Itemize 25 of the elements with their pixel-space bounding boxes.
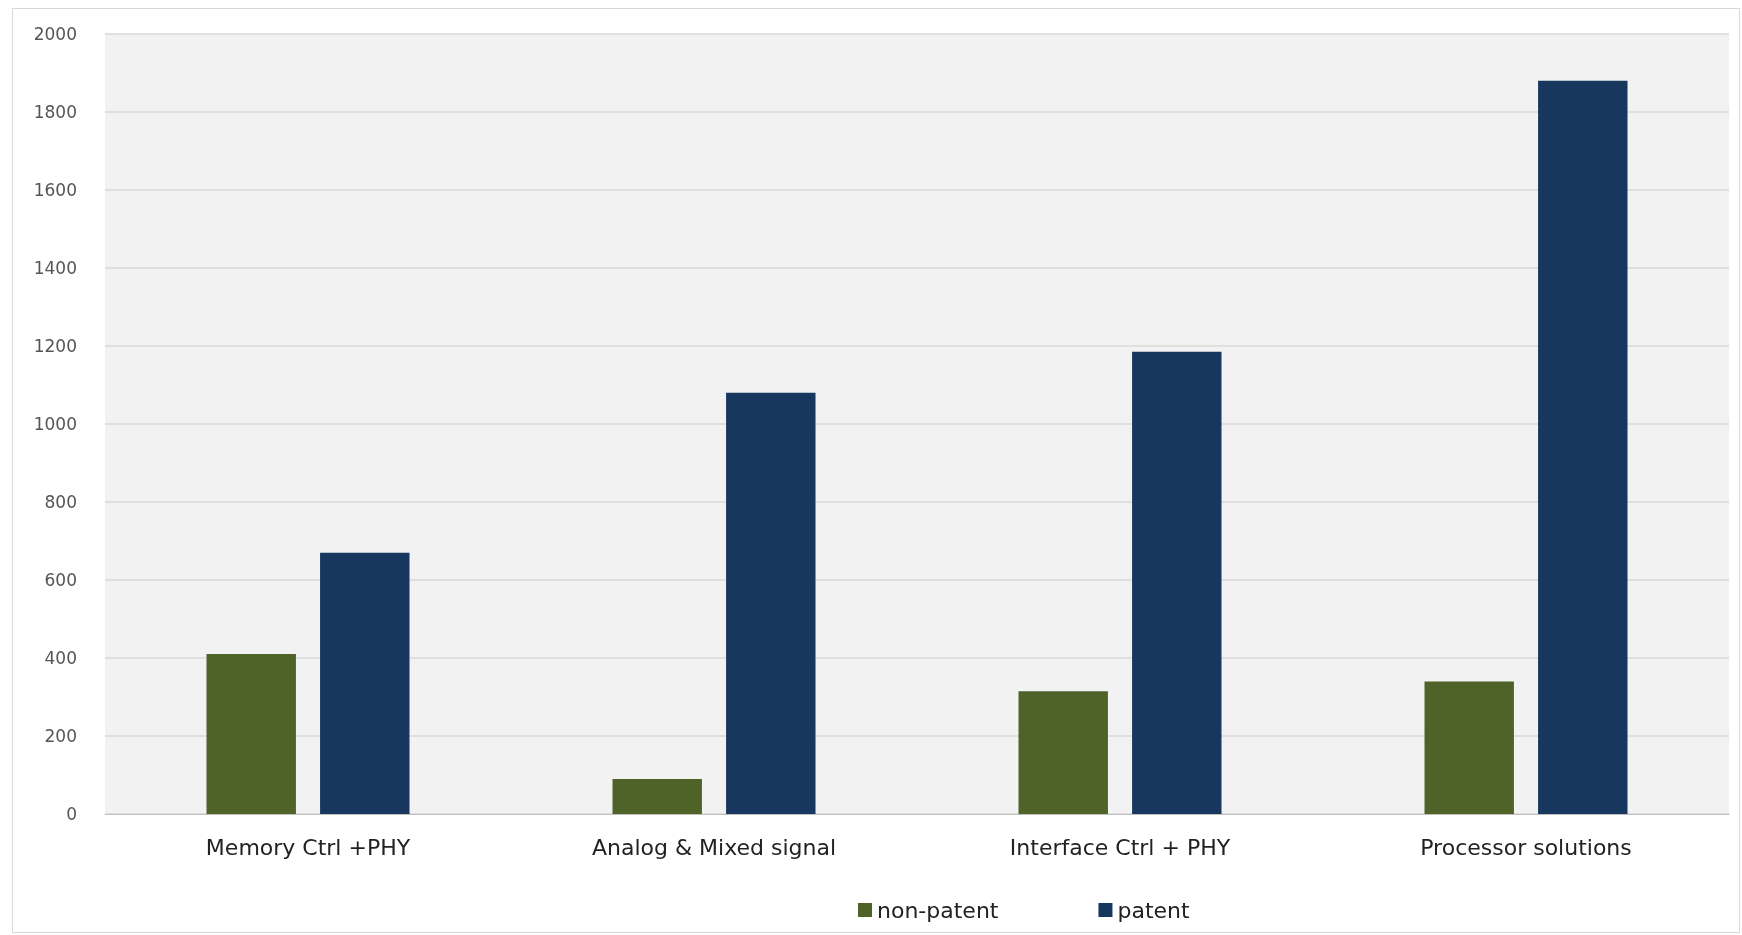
bar: [206, 654, 296, 814]
bar: [726, 392, 816, 814]
y-tick-label: 600: [44, 570, 77, 590]
y-tick-label: 1400: [33, 258, 77, 278]
legend-label: non-patent: [877, 897, 999, 923]
bar: [1132, 351, 1222, 814]
y-tick-label: 0: [66, 804, 77, 824]
x-tick-label: Interface Ctrl + PHY: [1009, 834, 1231, 860]
bar: [320, 552, 410, 814]
x-tick-label: Memory Ctrl +PHY: [205, 834, 411, 860]
bar: [1538, 80, 1628, 814]
y-tick-label: 1600: [33, 180, 77, 200]
y-tick-label: 1800: [33, 102, 77, 122]
legend-label: patent: [1117, 897, 1191, 923]
y-tick-label: 800: [44, 492, 77, 512]
y-tick-label: 1000: [33, 414, 77, 434]
bar: [612, 778, 702, 814]
y-tick-label: 400: [44, 648, 77, 668]
bar: [1018, 691, 1108, 814]
x-tick-label: Processor solutions: [1420, 834, 1632, 860]
y-tick-label: 2000: [33, 24, 77, 44]
bar: [1424, 681, 1514, 814]
x-tick-label: Analog & Mixed signal: [591, 834, 837, 860]
y-tick-label: 1200: [33, 336, 77, 356]
y-tick-label: 200: [44, 726, 77, 746]
